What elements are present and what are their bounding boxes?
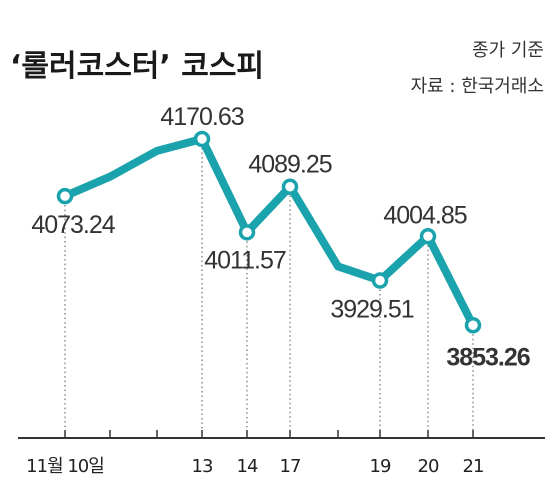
data-label: 4170.63 <box>160 103 243 131</box>
source-note: 자료 : 한국거래소 <box>411 76 544 97</box>
data-label: 3853.26 <box>446 343 529 371</box>
data-point-marker <box>419 228 437 245</box>
x-tick-labels: 11월 10일 13 14 17 19 20 21 <box>26 456 484 477</box>
x-tick-label: 19 <box>370 456 391 477</box>
data-label: 3929.51 <box>330 296 413 324</box>
data-label: 4004.85 <box>383 201 466 229</box>
x-tick-label: 17 <box>280 456 301 477</box>
data-label: 4073.24 <box>31 211 115 239</box>
data-label: 4011.57 <box>204 246 286 274</box>
data-labels: 4073.24 4170.63 4011.57 4089.25 3929.51 4004.… <box>31 103 530 371</box>
chart-title: ‘롤러코스터’ 코스피 <box>10 49 264 84</box>
x-axis-ticks <box>64 430 474 438</box>
data-point-marker <box>238 224 256 241</box>
x-tick-label: 13 <box>192 456 213 477</box>
kospi-series-line <box>61 135 477 330</box>
x-tick-label: 11월 10일 <box>26 456 104 477</box>
basis-note: 종가 기준 <box>472 40 544 61</box>
x-tick-label: 14 <box>237 456 258 477</box>
data-point-marker <box>464 317 482 334</box>
data-point-marker <box>281 178 299 195</box>
data-markers <box>56 130 482 334</box>
data-point-marker <box>56 187 74 205</box>
data-label: 4089.25 <box>248 151 331 179</box>
data-point-marker <box>371 272 389 289</box>
x-tick-label: 21 <box>463 456 484 477</box>
data-point-marker <box>193 130 211 148</box>
x-tick-label: 20 <box>418 456 439 477</box>
vertical-guides <box>64 138 474 438</box>
